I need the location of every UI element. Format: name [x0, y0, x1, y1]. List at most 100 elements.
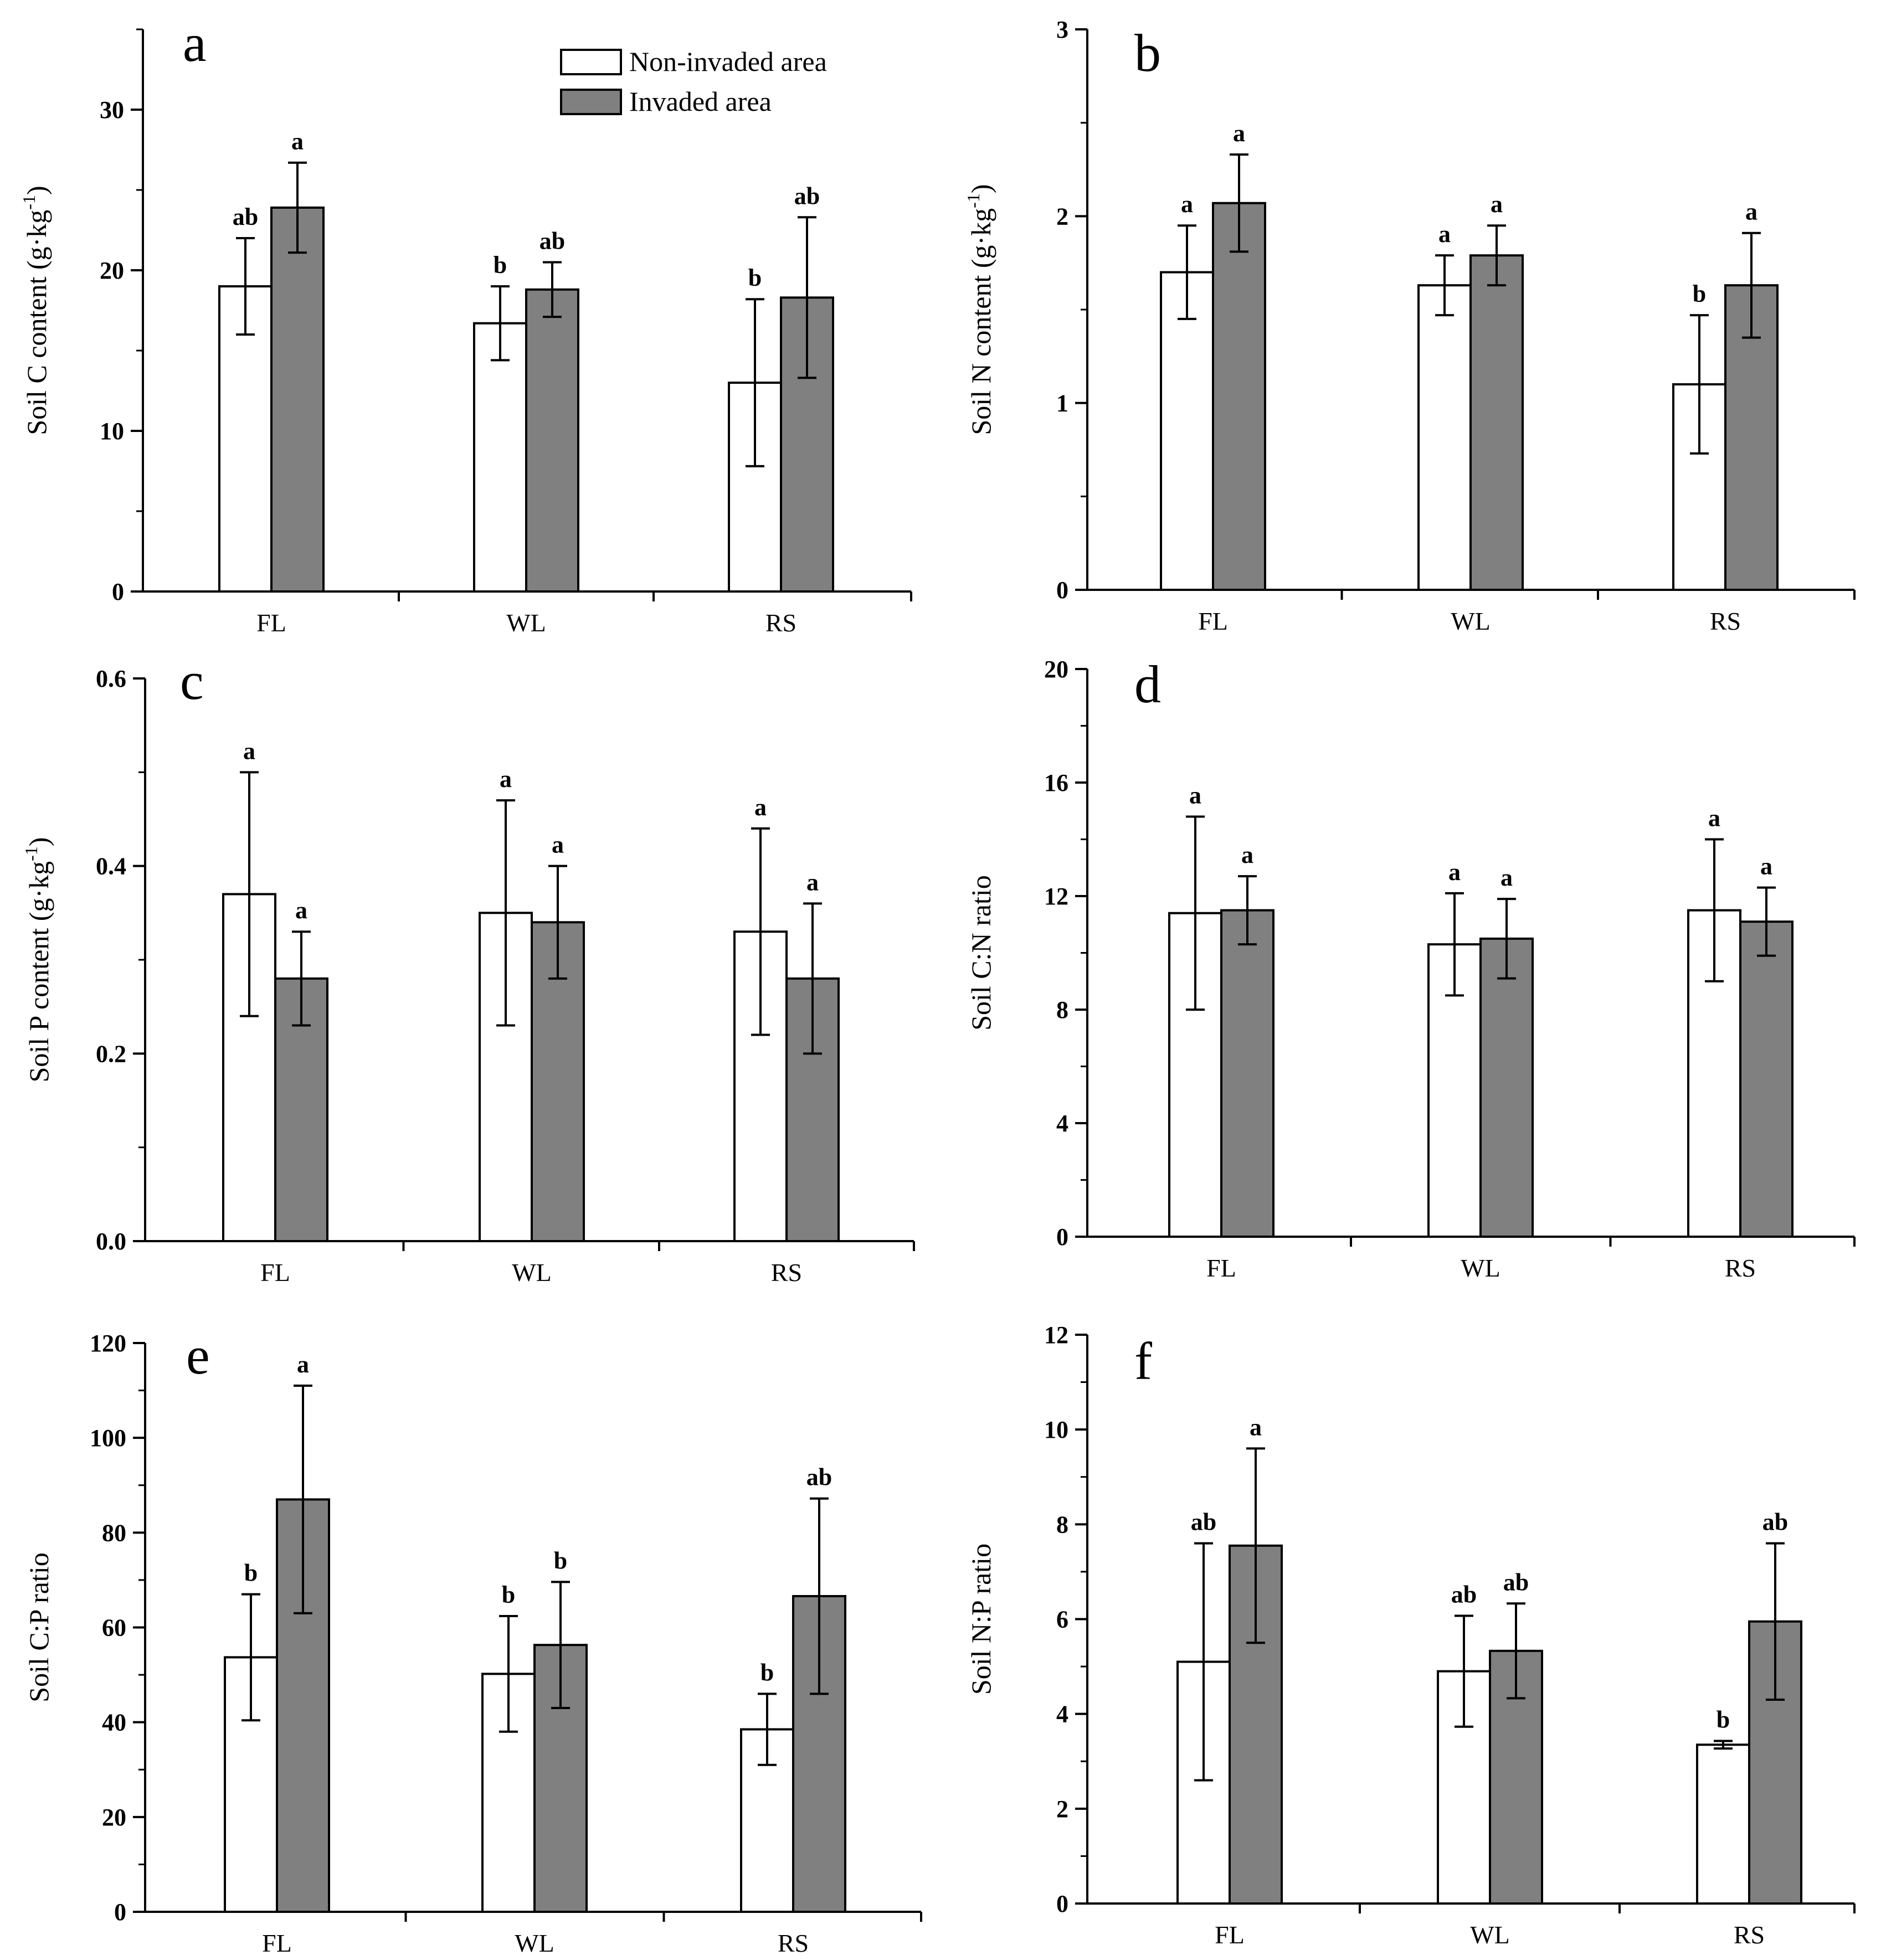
significance-letter: a: [295, 897, 307, 924]
significance-letter: a: [243, 737, 255, 764]
y-tick-label: 0.2: [96, 1040, 126, 1067]
bar: [1696, 1743, 1750, 1905]
x-tick-label: RS: [771, 1258, 802, 1287]
y-tick-label: 12: [1044, 883, 1068, 910]
y-tick-label: 0.0: [96, 1228, 126, 1255]
bar: [270, 206, 325, 593]
significance-letter: a: [1438, 220, 1451, 248]
y-axis-label-main: Soil P content (g·kg: [23, 861, 54, 1083]
significance-letter: ab: [1503, 1568, 1529, 1596]
bar: [1160, 271, 1214, 591]
bar: [1220, 909, 1275, 1238]
significance-letter: ab: [1451, 1581, 1477, 1608]
significance-letter: ab: [539, 228, 565, 255]
panel-letter: d: [1134, 655, 1161, 714]
x-tick-label: WL: [512, 1258, 552, 1287]
y-tick-label: 16: [1044, 769, 1068, 796]
y-tick-label: 0.4: [96, 853, 126, 880]
x-tick-label: WL: [515, 1929, 554, 1957]
y-axis-label-sup: -1: [963, 193, 983, 208]
y-tick-label: 0: [1056, 1890, 1068, 1917]
significance-letter: a: [297, 1351, 309, 1378]
x-tick-label: RS: [1734, 1921, 1765, 1949]
x-tick-label: RS: [1725, 1254, 1756, 1282]
y-axis-label: Soil N:P ratio: [965, 1544, 996, 1695]
significance-letter: a: [291, 128, 304, 155]
legend-label-non-invaded: Non-invaded area: [629, 46, 827, 77]
significance-letter: b: [244, 1560, 258, 1587]
bar: [1479, 937, 1534, 1238]
significance-letter: a: [1708, 805, 1720, 832]
x-tick-label: RS: [765, 609, 796, 637]
panel-e: 0 20 40 60 80 100 120 FL WL RS Soil C:P ratio e b b b a…: [23, 1326, 922, 1957]
y-axis-label-close: ): [23, 837, 54, 847]
y-tick-label: 20: [102, 1804, 126, 1831]
significance-letter: a: [1745, 198, 1757, 225]
significance-letter: a: [1181, 191, 1193, 218]
significance-letter: a: [1250, 1413, 1262, 1441]
y-axis-label: Soil C:P ratio: [23, 1552, 54, 1702]
y-tick-label: 0: [1056, 1223, 1068, 1251]
y-tick-label: 100: [90, 1424, 126, 1452]
legend-swatch-non-invaded: [560, 49, 622, 75]
significance-letter: a: [1491, 191, 1503, 218]
significance-letter: b: [494, 251, 507, 279]
y-tick-label: 10: [100, 418, 124, 445]
significance-letter: ab: [794, 182, 820, 209]
significance-letter: ab: [1762, 1509, 1788, 1536]
significance-letter: a: [1189, 782, 1201, 809]
significance-letter: a: [806, 868, 819, 896]
x-tick-label: FL: [256, 609, 286, 637]
x-tick-label: WL: [506, 609, 546, 637]
x-tick-label: WL: [1461, 1254, 1500, 1282]
y-tick-label: 10: [1044, 1416, 1068, 1443]
y-axis-label-main: Soil N content (g·kg: [965, 208, 996, 435]
y-tick-label: 2: [1056, 203, 1068, 230]
panel-c: 0.0 0.2 0.4 0.6 FL WL RS Soil P content (g·kg-1…: [21, 651, 915, 1287]
bar: [1212, 202, 1266, 591]
significance-letter: a: [1241, 841, 1253, 868]
panel-letter: e: [186, 1326, 210, 1385]
legend-swatch-invaded: [560, 89, 622, 115]
y-axis-label-main: Soil N:P ratio: [965, 1544, 996, 1695]
panel-letter: b: [1134, 23, 1161, 83]
x-tick-label: FL: [262, 1929, 292, 1957]
y-tick-label: 40: [102, 1709, 126, 1736]
significance-letter: b: [748, 264, 762, 291]
y-tick-label: 2: [1056, 1796, 1068, 1823]
bar: [1417, 284, 1472, 591]
y-tick-label: 60: [102, 1614, 126, 1642]
y-tick-label: 80: [102, 1519, 126, 1546]
y-tick-label: 6: [1056, 1606, 1068, 1633]
y-axis-label: Soil N content (g·kg-1): [963, 184, 996, 435]
y-tick-label: 4: [1056, 1701, 1068, 1728]
significance-letter: ab: [233, 203, 258, 230]
x-tick-label: FL: [260, 1258, 290, 1287]
significance-letter: a: [552, 831, 564, 858]
legend-label-invaded: Invaded area: [629, 86, 772, 117]
y-axis-label-close: ): [965, 184, 996, 194]
bar: [473, 322, 527, 593]
y-axis-label: Soil C:N ratio: [965, 875, 996, 1031]
bar: [1469, 254, 1524, 591]
significance-letter: ab: [806, 1464, 832, 1491]
panel-b: 0 1 2 3 FL WL RS Soil N content (g·kg-1) b a a b a a a: [963, 16, 1856, 635]
x-tick-label: FL: [1215, 1921, 1245, 1949]
significance-letter: a: [1760, 853, 1772, 880]
significance-letter: a: [500, 765, 512, 793]
panel-letter: c: [180, 651, 204, 711]
y-axis-label-sup: -1: [19, 195, 39, 210]
significance-letter: a: [1233, 120, 1245, 147]
y-tick-label: 0.6: [96, 665, 126, 692]
y-axis-label-main: Soil C:N ratio: [965, 875, 996, 1031]
y-axis-label: Soil P content (g·kg-1): [21, 837, 54, 1083]
y-tick-label: 30: [100, 96, 124, 124]
significance-letter: a: [754, 794, 767, 821]
significance-letter: b: [760, 1659, 774, 1686]
significance-letter: b: [1717, 1706, 1730, 1733]
y-tick-label: 0: [112, 578, 124, 605]
y-tick-label: 1: [1056, 390, 1068, 417]
